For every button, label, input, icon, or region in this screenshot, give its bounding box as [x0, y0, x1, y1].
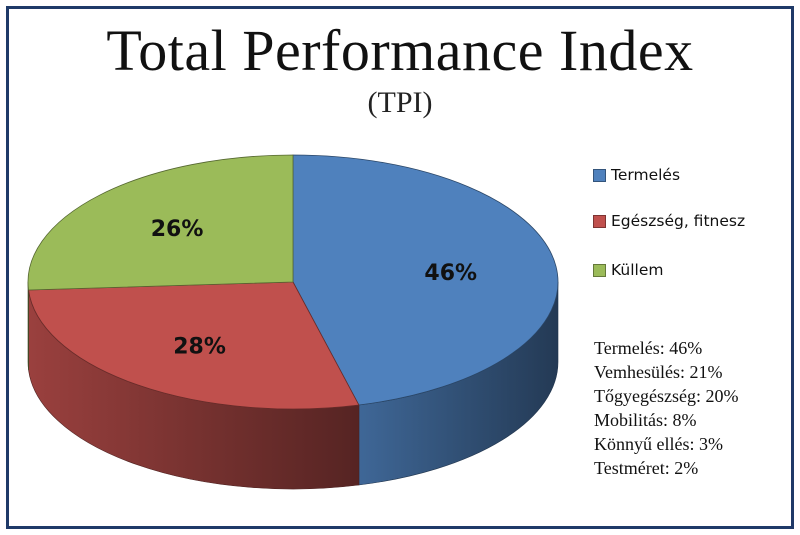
pie-label-egeszseg: 28%	[173, 335, 226, 360]
breakdown-line-vemhesules: Vemhesülés: 21%	[594, 362, 723, 382]
legend-item-kullem: Küllem	[593, 260, 793, 280]
tpi-breakdown-list: Termelés: 46% Vemhesülés: 21% Tőgyegészs…	[594, 336, 738, 480]
breakdown-line-mobilitas: Mobilitás: 8%	[594, 410, 697, 430]
pie-slice-kullem	[27, 154, 294, 291]
pie-side-k-llem	[27, 281, 29, 371]
legend-label-kullem: Küllem	[611, 261, 664, 279]
breakdown-line-togyegeszseg: Tőgyegészség: 20%	[594, 386, 739, 406]
pie-slice-egeszseg	[28, 281, 360, 410]
legend-item-egeszseg: Egészség, fitnesz	[593, 211, 793, 231]
legend-label-termeles: Termelés	[611, 166, 681, 184]
breakdown-line-termeles: Termelés: 46%	[594, 338, 703, 358]
breakdown-line-testmeret: Testméret: 2%	[594, 458, 699, 478]
legend-swatch-termeles	[593, 168, 606, 182]
chart-title: Total Performance Index	[106, 18, 694, 83]
breakdown-line-konnyu-elles: Könnyű ellés: 3%	[594, 434, 723, 454]
pie-label-termeles: 46%	[424, 261, 477, 286]
legend-swatch-egeszseg	[593, 214, 606, 228]
pie-slice-termeles	[292, 154, 559, 406]
chart-subtitle: (TPI)	[367, 86, 433, 119]
pie-label-kullem: 26%	[151, 217, 204, 242]
legend-item-termeles: Termelés	[593, 165, 793, 185]
legend-swatch-kullem	[593, 263, 606, 277]
legend-label-egeszseg: Egészség, fitnesz	[611, 212, 746, 230]
